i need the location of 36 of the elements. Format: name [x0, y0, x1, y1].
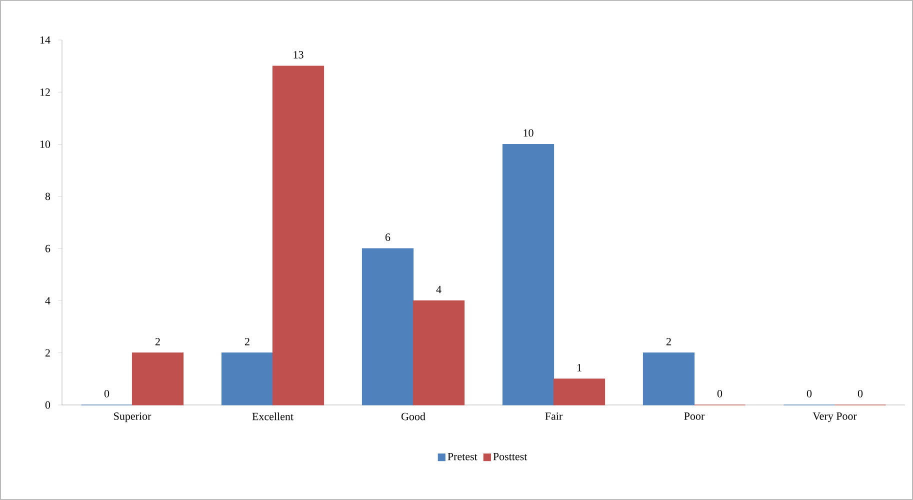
bar — [553, 378, 606, 406]
y-tick-label: 10 — [40, 140, 50, 148]
data-label: 0 — [104, 390, 110, 398]
data-label: 0 — [717, 390, 722, 398]
x-tick-label: Very Poor — [812, 412, 857, 422]
y-tick-label: 6 — [45, 244, 50, 252]
x-tick-label: Fair — [545, 412, 563, 420]
data-label: 0 — [858, 390, 863, 398]
x-tick-label: Excellent — [252, 412, 294, 420]
y-tick-label: 14 — [40, 36, 50, 44]
x-tick-label: Good — [401, 412, 426, 420]
legend-label: Posttest — [493, 452, 528, 460]
y-tick-label: 8 — [45, 192, 50, 200]
bar — [502, 144, 554, 406]
data-label: 2 — [666, 338, 671, 346]
bar — [221, 352, 274, 406]
x-tick-label: Poor — [684, 412, 705, 420]
bar — [412, 300, 465, 406]
x-tick-label: Superior — [114, 412, 152, 422]
data-label: 6 — [385, 234, 390, 241]
y-tick-label: 2 — [45, 349, 50, 356]
y-tick-label: 0 — [45, 401, 50, 409]
bar — [362, 248, 414, 406]
y-tick-label: 4 — [45, 297, 50, 304]
legend-label: Pretest — [448, 452, 478, 460]
bar — [642, 352, 695, 406]
data-label: 4 — [436, 286, 442, 294]
data-label: 1 — [577, 364, 582, 372]
data-label: 10 — [524, 129, 534, 137]
data-label: 13 — [294, 51, 304, 58]
bar — [272, 66, 324, 406]
bar — [132, 352, 184, 406]
y-tick-label: 12 — [40, 88, 50, 96]
data-label: 0 — [806, 390, 812, 398]
data-label: 2 — [155, 338, 160, 346]
data-label: 2 — [244, 338, 250, 346]
